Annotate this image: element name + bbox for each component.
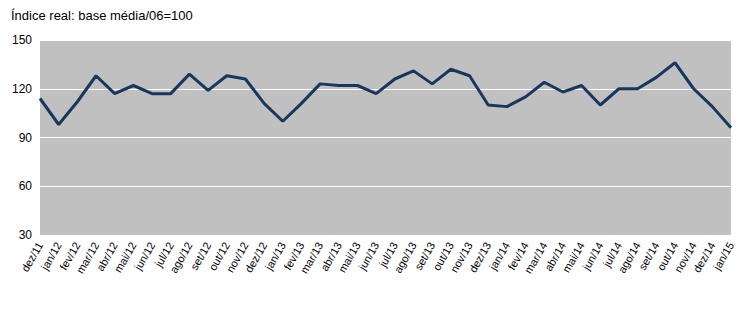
svg-text:jan/14: jan/14 — [486, 240, 513, 272]
svg-text:90: 90 — [19, 131, 33, 145]
svg-text:jan/15: jan/15 — [710, 240, 736, 273]
svg-text:30: 30 — [19, 228, 33, 242]
svg-text:jun/12: jun/12 — [131, 240, 157, 273]
svg-text:out/12: out/12 — [206, 240, 232, 273]
svg-text:ago/14: ago/14 — [616, 240, 643, 275]
svg-text:mar/12: mar/12 — [74, 240, 101, 276]
svg-text:set/13: set/13 — [412, 240, 438, 272]
svg-text:jul/13: jul/13 — [376, 240, 400, 269]
svg-text:dez/13: dez/13 — [467, 240, 494, 275]
svg-text:abr/12: abr/12 — [93, 240, 120, 273]
svg-text:jun/14: jun/14 — [580, 240, 606, 273]
svg-text:dez/12: dez/12 — [242, 240, 269, 275]
svg-text:mai/13: mai/13 — [336, 240, 363, 275]
svg-text:dez/11: dez/11 — [19, 240, 45, 274]
svg-text:set/14: set/14 — [636, 240, 662, 272]
svg-text:fev/13: fev/13 — [281, 240, 307, 272]
svg-text:jul/12: jul/12 — [152, 240, 176, 269]
svg-text:mar/13: mar/13 — [298, 240, 325, 276]
svg-text:fev/14: fev/14 — [505, 240, 531, 272]
svg-text:jan/12: jan/12 — [38, 240, 64, 272]
svg-text:fev/12: fev/12 — [57, 240, 83, 272]
svg-text:mai/12: mai/12 — [112, 240, 139, 275]
svg-text:abr/14: abr/14 — [542, 240, 569, 273]
svg-text:Índice real: base média/06=100: Índice real: base média/06=100 — [11, 8, 193, 23]
svg-text:60: 60 — [19, 179, 33, 193]
svg-text:dez/14: dez/14 — [691, 240, 718, 275]
svg-text:nov/12: nov/12 — [223, 240, 251, 275]
svg-text:ago/12: ago/12 — [167, 240, 194, 275]
svg-text:nov/13: nov/13 — [447, 240, 475, 275]
svg-text:abr/13: abr/13 — [318, 240, 344, 273]
svg-text:ago/13: ago/13 — [392, 240, 419, 275]
svg-text:jul/14: jul/14 — [600, 240, 625, 269]
svg-text:mai/14: mai/14 — [560, 240, 587, 275]
svg-text:out/13: out/13 — [430, 240, 457, 273]
svg-text:150: 150 — [12, 33, 32, 47]
svg-text:set/12: set/12 — [187, 240, 214, 272]
svg-text:jun/13: jun/13 — [355, 240, 381, 273]
svg-text:jan/13: jan/13 — [262, 240, 288, 272]
svg-text:nov/14: nov/14 — [672, 240, 699, 275]
svg-text:mar/14: mar/14 — [522, 240, 549, 276]
svg-text:out/14: out/14 — [654, 240, 681, 273]
svg-text:120: 120 — [12, 82, 32, 96]
